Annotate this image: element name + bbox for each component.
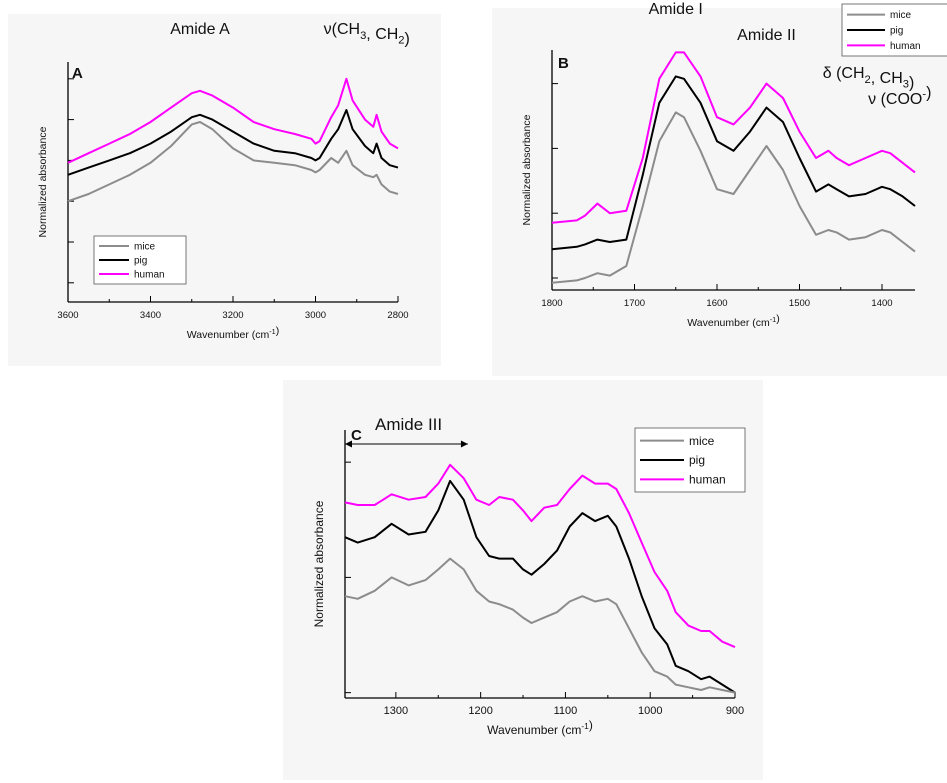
legend-label-pig: pig <box>890 26 903 37</box>
legend-label-mice: mice <box>689 434 715 448</box>
spectrum-chart-amide-iii: 1300 1200 1100 1000 900 Wavenumber (cm-1) Norm… <box>312 415 746 737</box>
x-tick-label: 1300 <box>384 705 408 717</box>
x-tick-label: 1400 <box>871 298 892 309</box>
x-tick-label: 1800 <box>541 298 562 309</box>
legend-label-human: human <box>890 41 921 52</box>
series-line-mice <box>67 121 399 203</box>
y-axis-label: Normalized absorbance <box>37 126 49 237</box>
annotation-label: Amide II <box>737 27 796 44</box>
series-line-pig <box>344 479 736 694</box>
series-line-pig <box>551 75 916 251</box>
legend-label-pig: pig <box>689 453 705 467</box>
x-axis-label: Wavenumber (cm-1) <box>687 313 779 329</box>
x-tick-label: 2800 <box>387 310 408 321</box>
spectrum-chart-amide-i-ii: 1800 1700 1600 1500 1400 Wavenumber (cm-1) Nor… <box>521 1 947 329</box>
y-axis-label: Normalized absorbance <box>312 500 326 627</box>
annotation-label: δ (CH2, CH3) <box>823 65 915 92</box>
x-tick-label: 3200 <box>222 310 243 321</box>
x-tick-label: 1100 <box>554 705 578 717</box>
annotation-label: Amide A <box>170 21 230 38</box>
panel-label: B <box>558 55 569 72</box>
y-axis-label: Normalized absorbance <box>521 114 533 225</box>
series-line-mice <box>551 111 916 284</box>
panel-a: 3600 3400 3200 3000 2800 Wavenumber (cm-1) Nor… <box>8 14 441 366</box>
legend-label-human: human <box>689 473 726 487</box>
legend-label-mice: mice <box>134 242 156 253</box>
x-axis-label: Wavenumber (cm-1) <box>487 718 593 737</box>
annotation-arrowhead <box>345 440 352 448</box>
x-tick-label: 3600 <box>57 310 78 321</box>
panel-c: 1300 1200 1100 1000 900 Wavenumber (cm-1) Norm… <box>283 380 763 780</box>
x-tick-label: 900 <box>726 705 744 717</box>
spectrum-chart-amide-a: 3600 3400 3200 3000 2800 Wavenumber (cm-1) Nor… <box>37 21 410 341</box>
series-line-pig <box>67 109 399 176</box>
x-axis-label: Wavenumber (cm-1) <box>187 325 279 341</box>
x-tick-label: 1600 <box>706 298 727 309</box>
panel-b: 1800 1700 1600 1500 1400 Wavenumber (cm-1) Nor… <box>492 1 947 376</box>
annotation-label: Amide III <box>375 415 442 434</box>
series-line-mice <box>344 557 736 694</box>
panel-label: A <box>72 65 83 82</box>
series-line-human <box>344 463 736 649</box>
series-line-human <box>551 51 916 224</box>
annotation-label: ν (COO-) <box>868 85 931 108</box>
legend-label-mice: mice <box>890 10 912 21</box>
x-tick-label: 3000 <box>305 310 326 321</box>
legend-label-pig: pig <box>134 256 147 267</box>
x-tick-label: 3400 <box>140 310 161 321</box>
x-tick-label: 1500 <box>789 298 810 309</box>
x-tick-label: 1200 <box>468 705 492 717</box>
x-tick-label: 1000 <box>638 705 662 717</box>
panel-label: C <box>351 427 362 444</box>
annotation-label: ν(CH3, CH2) <box>324 21 410 48</box>
annotation-arrowhead <box>460 440 468 448</box>
x-tick-label: 1700 <box>624 298 645 309</box>
series-line-human <box>67 77 399 164</box>
legend-label-human: human <box>134 270 165 281</box>
annotation-label: Amide I <box>649 1 703 18</box>
